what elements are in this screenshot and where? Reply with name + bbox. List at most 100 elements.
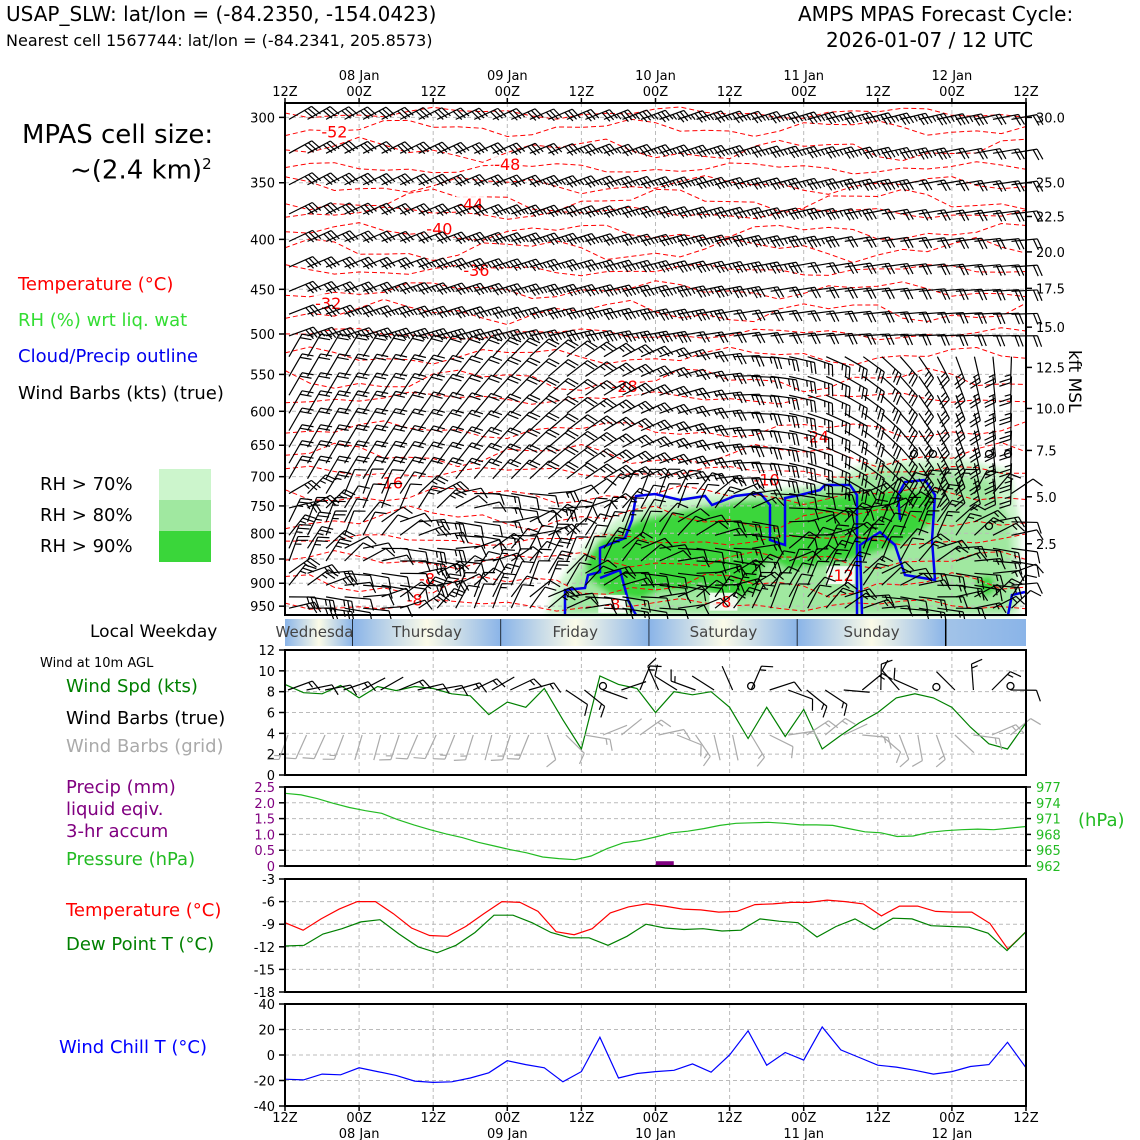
wind-barb — [918, 209, 951, 221]
wind-barb — [770, 572, 792, 598]
wind-barb — [937, 179, 970, 192]
temperature-contour — [284, 161, 1027, 175]
wind-barb — [714, 476, 746, 495]
wind-barb — [893, 667, 919, 691]
pressure-tick-label: 600 — [250, 405, 275, 420]
wind-barb — [529, 376, 560, 396]
cell-size-label-2: ~(2.4 km)2 — [70, 155, 212, 186]
wind-barb — [436, 560, 470, 574]
wind-barb — [325, 496, 348, 523]
wind-barb — [862, 478, 885, 506]
wind-barb — [1011, 264, 1043, 277]
wind-barb — [492, 563, 519, 586]
wind-barb — [918, 486, 946, 509]
wind-barb — [381, 173, 414, 186]
wind-barb — [399, 456, 427, 480]
wind-barb — [603, 330, 637, 343]
wind-barb — [843, 689, 870, 693]
wind-barb — [547, 339, 579, 358]
wind-barb — [955, 503, 986, 523]
kft-tick-label: 30.0 — [1036, 111, 1065, 126]
top-tick-label: 00Z — [643, 85, 669, 100]
wind-barb — [918, 540, 947, 562]
wind-barb — [936, 499, 964, 523]
wind-barb — [918, 510, 940, 536]
wind-barb — [418, 547, 447, 565]
wind-barb — [473, 583, 496, 609]
wind-barb — [714, 206, 748, 220]
wind-barb — [547, 445, 579, 464]
wind-barb — [455, 521, 485, 538]
top-tick-label: 12Z — [420, 85, 446, 100]
temp-label-2: Temperature (°C) — [66, 900, 222, 921]
wind-barb — [1011, 210, 1044, 223]
wind-barb — [288, 256, 322, 269]
wind-barb — [455, 494, 488, 509]
wind-barb — [325, 407, 351, 431]
wind-barb — [307, 474, 337, 494]
wind-barb — [474, 521, 503, 538]
wind-barb — [992, 148, 1025, 161]
wind-barb — [937, 147, 970, 160]
wind-barb — [354, 734, 363, 761]
wind-barb — [696, 389, 729, 402]
temperature-label-bg — [802, 427, 831, 446]
wind-barb — [455, 392, 484, 414]
wind-barb — [529, 492, 560, 508]
wind-barb — [974, 180, 1007, 192]
wind-barb — [807, 576, 836, 598]
wind-barb — [714, 527, 748, 538]
wind-barb — [733, 331, 766, 344]
wind-barb — [640, 109, 674, 123]
wind-barb — [585, 398, 617, 414]
wind-barb — [789, 462, 817, 481]
bottom-tick-label: 00Z — [643, 1111, 669, 1126]
wind-barb — [984, 395, 997, 427]
wind-barb — [585, 559, 618, 574]
wind-barb — [399, 441, 427, 464]
wind-barb — [658, 512, 685, 536]
wind-barb — [325, 304, 359, 318]
wind-barb — [844, 430, 868, 456]
wind-barb — [585, 361, 617, 377]
wind-barb — [381, 281, 415, 295]
wind-barb — [659, 385, 692, 398]
legend-rh90-swatch — [159, 531, 211, 562]
wind-barb — [399, 107, 433, 120]
wind-barb — [751, 553, 781, 574]
wind-barb — [677, 110, 711, 123]
wind-barb — [418, 441, 446, 464]
wind-barb — [770, 462, 800, 479]
legend-rh90-label: RH > 90% — [40, 536, 133, 557]
wind-barb — [585, 341, 617, 358]
wind-barb — [473, 571, 496, 598]
wind-barb — [529, 412, 560, 432]
wind-barb — [863, 178, 896, 192]
wind-barb — [715, 443, 747, 456]
pressure-tick-label: 800 — [250, 527, 275, 542]
wind-barb — [954, 356, 966, 390]
wind-barb — [603, 449, 636, 464]
wind-barb — [325, 230, 359, 243]
wind-barb — [566, 396, 598, 414]
wind-barb — [789, 394, 817, 413]
wind-barb — [825, 394, 851, 418]
wind-barb — [807, 235, 840, 249]
wind-barb — [862, 430, 885, 458]
temperature-contour — [284, 391, 1027, 405]
weekday-cell — [352, 619, 502, 646]
wind-barb — [400, 572, 431, 585]
wind-barb — [325, 440, 351, 464]
wind-barb — [288, 326, 322, 340]
wind-barb — [955, 512, 982, 536]
wind-barb — [492, 410, 522, 432]
wind-barb — [585, 109, 618, 122]
wind-barb — [770, 309, 803, 322]
top-day-label: 10 Jan — [635, 69, 676, 84]
wind-barb — [936, 671, 956, 691]
wind-barb — [399, 373, 427, 396]
wind-barb — [992, 180, 1025, 193]
wind-barb — [954, 430, 966, 464]
wind-barb — [751, 235, 785, 248]
wind-barb — [529, 586, 557, 609]
